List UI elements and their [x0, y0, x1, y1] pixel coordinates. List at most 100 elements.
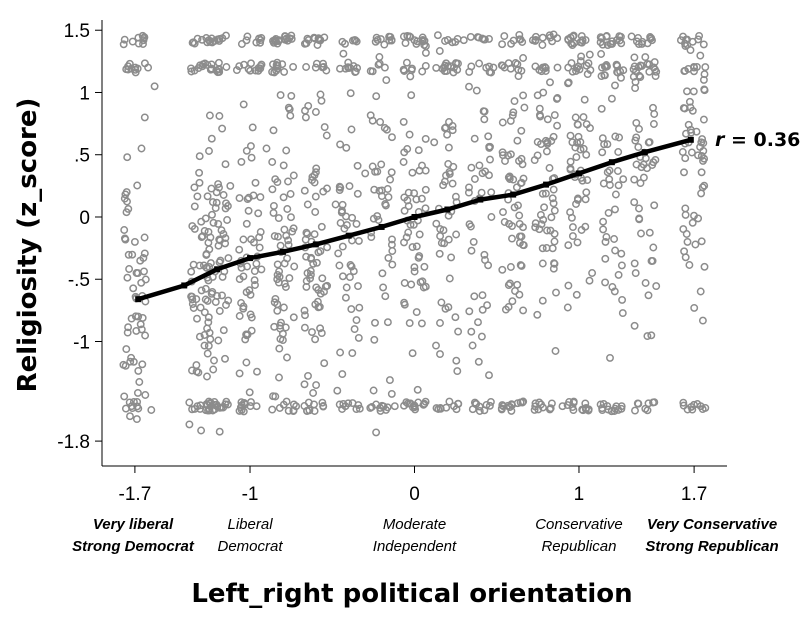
fit-marker — [641, 149, 648, 156]
data-point — [208, 38, 217, 47]
data-point — [517, 126, 526, 135]
data-point — [387, 36, 396, 45]
data-point — [410, 263, 419, 272]
data-point — [195, 168, 204, 177]
data-point — [409, 220, 418, 229]
data-point — [700, 181, 709, 190]
data-point — [680, 247, 689, 256]
data-point — [547, 399, 556, 408]
data-point — [281, 32, 289, 41]
data-point — [203, 372, 211, 381]
category-label: Very Conservative — [647, 516, 777, 533]
data-point — [119, 40, 128, 49]
data-point — [630, 198, 639, 207]
data-point — [611, 404, 620, 413]
data-point — [421, 185, 430, 194]
data-point — [519, 91, 528, 100]
data-point — [243, 195, 252, 204]
data-point — [636, 179, 645, 188]
data-point — [210, 356, 218, 365]
data-point — [630, 259, 639, 268]
data-point — [240, 60, 248, 69]
data-point — [215, 258, 224, 267]
data-point — [418, 33, 427, 42]
data-point — [509, 108, 518, 117]
data-point — [573, 238, 582, 247]
data-point — [505, 175, 514, 183]
data-point — [242, 358, 251, 367]
data-point — [353, 161, 362, 170]
data-point — [454, 399, 463, 408]
data-point — [439, 181, 448, 190]
data-point — [190, 183, 199, 192]
data-point — [215, 307, 224, 315]
data-point — [614, 270, 623, 279]
data-point — [251, 178, 260, 187]
data-point — [436, 225, 445, 234]
data-point — [549, 264, 558, 273]
data-point — [212, 198, 221, 207]
data-point — [400, 193, 409, 202]
data-point — [129, 357, 138, 366]
data-point — [190, 224, 199, 233]
data-point — [284, 103, 293, 112]
data-point — [289, 400, 298, 409]
data-point — [268, 67, 277, 76]
data-point — [189, 260, 198, 269]
data-point — [474, 33, 483, 42]
data-point — [314, 248, 323, 257]
data-point — [268, 405, 277, 414]
data-point — [204, 313, 213, 322]
data-point — [319, 59, 328, 68]
data-point — [338, 405, 347, 413]
data-point — [121, 190, 130, 199]
data-point — [408, 243, 417, 252]
data-point — [597, 50, 606, 58]
data-point — [533, 138, 542, 146]
data-point — [570, 39, 578, 48]
data-point — [445, 167, 454, 176]
data-point — [221, 160, 230, 169]
data-point — [286, 190, 295, 198]
data-point — [195, 332, 204, 341]
data-point — [223, 400, 232, 409]
data-point — [408, 349, 417, 358]
data-point — [314, 303, 323, 312]
data-point — [337, 208, 346, 217]
data-point — [412, 308, 421, 317]
data-point — [311, 335, 320, 344]
data-point — [510, 97, 519, 106]
data-point — [269, 126, 278, 135]
data-point — [348, 399, 357, 408]
data-point — [482, 63, 491, 72]
data-point — [244, 193, 253, 202]
data-point — [536, 112, 545, 121]
data-point — [255, 233, 264, 242]
data-point — [510, 203, 519, 212]
data-point — [567, 59, 576, 68]
data-point — [644, 291, 653, 300]
data-point — [242, 219, 251, 228]
data-point — [635, 125, 643, 133]
data-point — [549, 185, 558, 194]
data-point — [354, 236, 363, 245]
data-point — [250, 267, 259, 276]
data-point — [312, 258, 321, 267]
data-point — [252, 259, 261, 268]
data-point — [632, 118, 641, 127]
data-point — [271, 37, 280, 46]
data-point — [581, 195, 590, 204]
data-point — [283, 205, 292, 213]
data-point — [697, 138, 706, 147]
category-label: Liberal — [228, 516, 274, 533]
data-point — [268, 185, 277, 194]
data-point — [404, 188, 413, 197]
data-point — [255, 243, 264, 252]
data-point — [212, 66, 221, 75]
data-point — [512, 183, 521, 192]
data-point — [485, 142, 494, 151]
data-point — [618, 309, 627, 318]
fit-marker — [687, 136, 694, 143]
fit-marker — [477, 196, 484, 203]
